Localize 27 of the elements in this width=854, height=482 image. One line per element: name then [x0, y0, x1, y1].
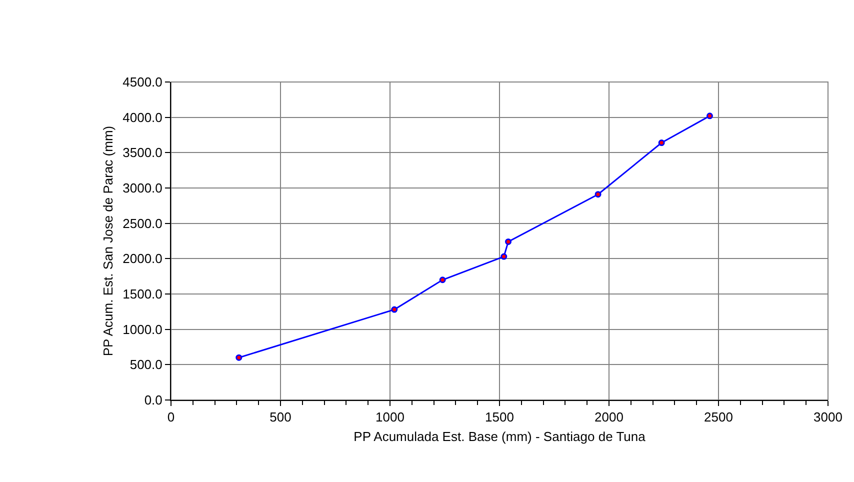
point — [500, 253, 508, 260]
y-tick-label: 0.0 — [144, 392, 162, 408]
y-tick-label: 1500.0 — [122, 286, 162, 302]
x-tick-label: 2500 — [704, 410, 733, 425]
x-axis-title: PP Acumulada Est. Base (mm) - Santiago de Tuna — [354, 429, 646, 444]
x-tick-label: 3000 — [814, 410, 842, 425]
y-tick-label: 3000.0 — [122, 180, 162, 196]
point — [505, 238, 512, 245]
point — [236, 354, 242, 361]
y-tick-label: 3500.0 — [122, 145, 162, 160]
x-tick-label: 0 — [167, 410, 175, 425]
y-tick-label: 1000.0 — [122, 322, 162, 337]
point — [594, 191, 602, 198]
y-tick-label: 4000.0 — [122, 110, 162, 125]
y-tick-label: 500.0 — [130, 357, 162, 372]
y-tick-label: 2000.0 — [122, 251, 162, 266]
x-tick-label: 2000 — [594, 410, 624, 425]
point — [391, 306, 398, 313]
point — [706, 112, 713, 120]
y-axis-title: PP Acum. Est. San Jose de Parac (mm) — [100, 126, 116, 356]
x-tick-label: 500 — [270, 410, 292, 425]
x-tick-label: 1000 — [376, 410, 404, 425]
y-tick-label: 4500.0 — [122, 74, 162, 90]
point — [439, 276, 446, 284]
x-tick-label: 1500 — [485, 410, 514, 425]
point — [658, 140, 665, 146]
y-tick-label: 2500.0 — [122, 216, 162, 231]
